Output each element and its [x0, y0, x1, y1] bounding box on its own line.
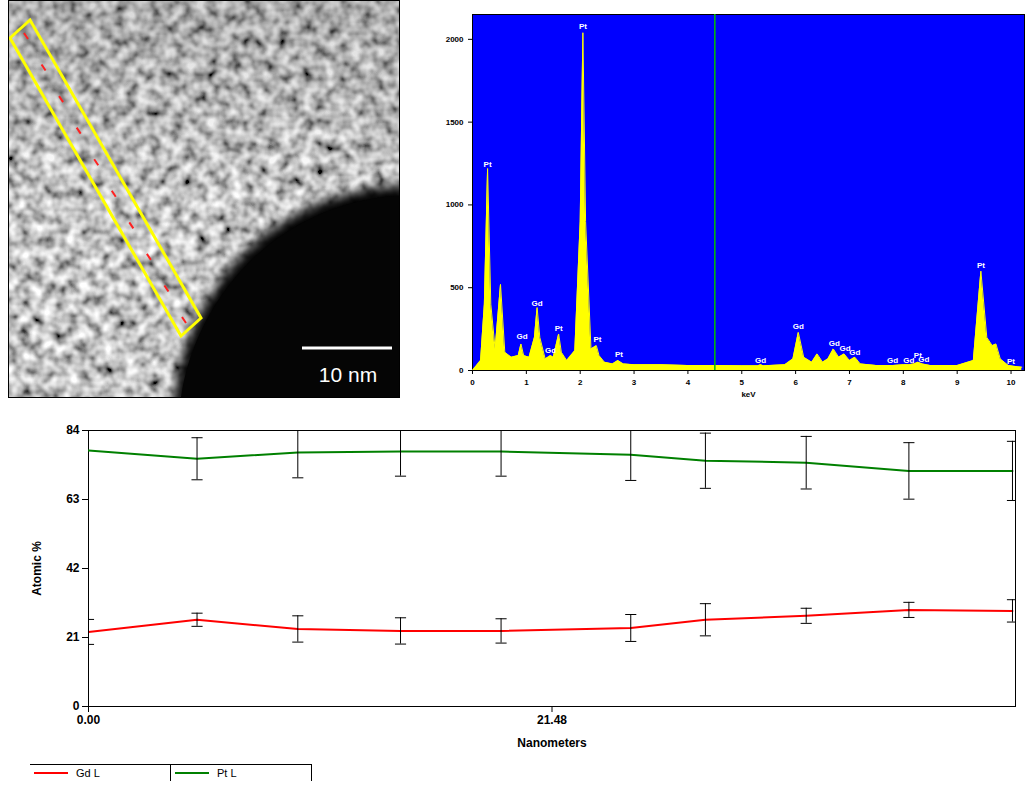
svg-text:8: 8 [901, 378, 906, 387]
svg-text:21: 21 [66, 630, 80, 644]
svg-text:Nanometers: Nanometers [517, 736, 587, 750]
svg-text:Pt: Pt [593, 335, 601, 344]
svg-text:keV: keV [741, 390, 756, 399]
svg-text:1500: 1500 [446, 118, 464, 127]
svg-text:10 nm: 10 nm [319, 363, 377, 386]
svg-text:Gd: Gd [918, 355, 929, 364]
svg-text:Gd: Gd [545, 346, 556, 355]
svg-text:63: 63 [66, 492, 80, 506]
svg-text:6: 6 [793, 378, 798, 387]
svg-text:7: 7 [847, 378, 852, 387]
html-text:Pt L: Pt L [217, 767, 237, 779]
svg-text:Pt: Pt [615, 350, 623, 359]
svg-text:Gd: Gd [829, 339, 840, 348]
svg-text:10: 10 [1007, 378, 1016, 387]
svg-text:Gd: Gd [839, 343, 851, 353]
svg-text:1000: 1000 [446, 200, 464, 209]
svg-text:3: 3 [632, 378, 637, 387]
svg-text:84: 84 [66, 423, 80, 437]
svg-text:Pt: Pt [555, 324, 563, 333]
svg-text:Atomic %: Atomic % [30, 541, 44, 596]
svg-text:Pt: Pt [579, 22, 587, 31]
svg-text:1: 1 [524, 378, 529, 387]
svg-text:0: 0 [470, 378, 475, 387]
svg-text:42: 42 [66, 561, 80, 575]
svg-text:Gd: Gd [887, 356, 898, 365]
svg-text:9: 9 [955, 378, 960, 387]
html-text:Gd L: Gd L [76, 767, 100, 779]
svg-text:Gd: Gd [793, 322, 804, 331]
svg-text:Gd: Gd [755, 356, 766, 365]
svg-text:21.48: 21.48 [537, 713, 567, 727]
svg-text:4: 4 [686, 378, 691, 387]
svg-text:2000: 2000 [446, 35, 464, 44]
svg-text:0: 0 [459, 366, 464, 375]
svg-text:Gd: Gd [516, 332, 527, 341]
svg-text:500: 500 [450, 283, 464, 292]
svg-text:Pt: Pt [1007, 357, 1015, 366]
svg-text:Gd: Gd [532, 299, 543, 308]
svg-text:Pt: Pt [484, 160, 492, 169]
svg-text:0: 0 [73, 699, 80, 713]
svg-text:Pt: Pt [977, 261, 985, 270]
svg-text:0.00: 0.00 [77, 713, 101, 727]
svg-text:5: 5 [740, 378, 745, 387]
svg-text:2: 2 [578, 378, 583, 387]
svg-text:Gd: Gd [849, 348, 860, 357]
svg-text:Gd: Gd [903, 356, 914, 365]
